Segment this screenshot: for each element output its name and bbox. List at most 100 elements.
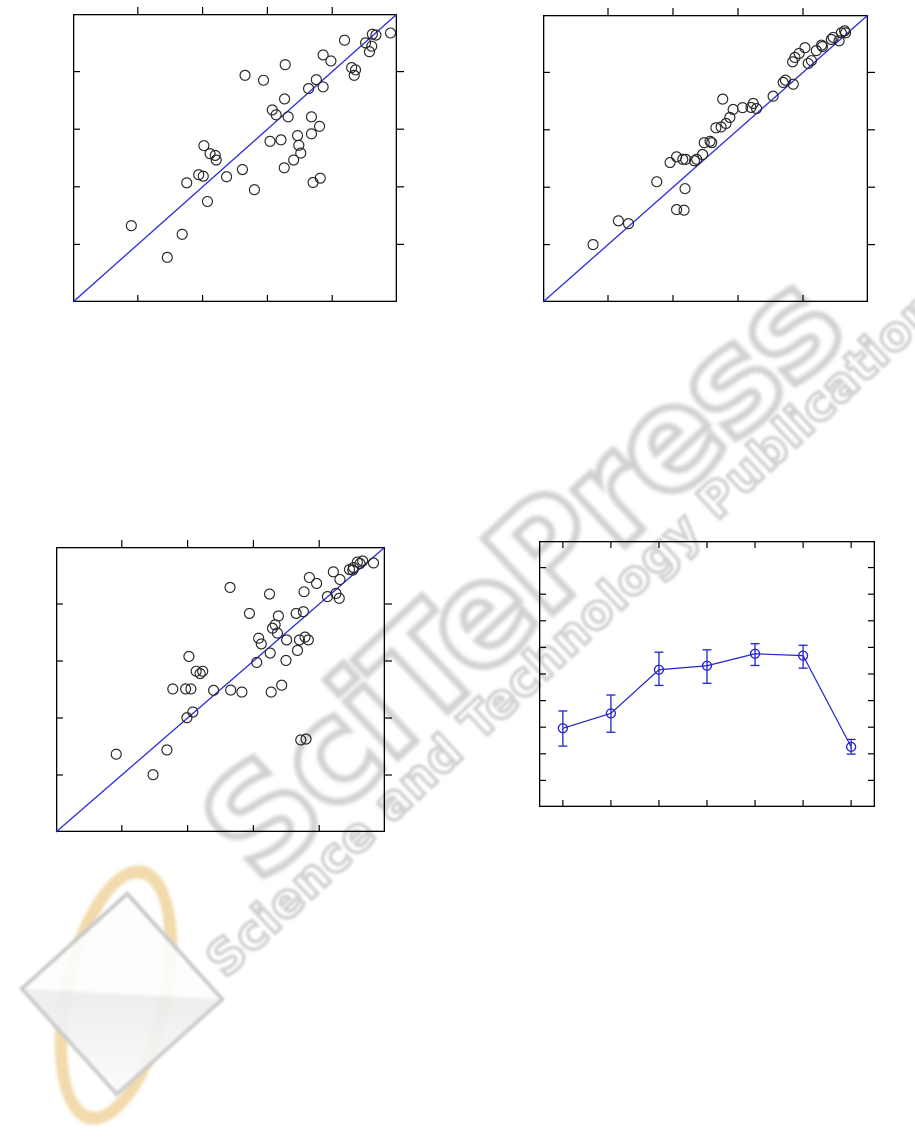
scatter-point <box>314 120 326 132</box>
scatter-point <box>201 195 214 208</box>
scatter-point <box>779 74 791 86</box>
scatter-point <box>717 93 729 105</box>
scatter-point <box>248 184 260 196</box>
scatter-point <box>183 650 195 662</box>
scatter-point <box>297 606 309 618</box>
scatter-point <box>305 111 318 123</box>
scatter-point <box>264 135 276 147</box>
scatter-point <box>789 51 801 64</box>
scatter-point <box>384 27 397 39</box>
scatter-point <box>293 139 305 151</box>
scatter-point <box>688 155 700 167</box>
series-point <box>797 650 809 661</box>
scatter-point <box>185 683 197 695</box>
plot-frame <box>542 14 869 303</box>
scatter-point <box>370 29 382 41</box>
identity-line <box>72 13 398 303</box>
scatter-point <box>279 59 291 71</box>
scatter-point <box>291 644 304 657</box>
scatter-point <box>224 581 236 594</box>
scatter-point <box>299 631 311 643</box>
scatter-point <box>167 683 179 695</box>
scatter-point <box>187 706 199 718</box>
scatter-point <box>125 220 137 232</box>
scatter-point <box>278 162 290 174</box>
scatter-point <box>198 140 210 152</box>
scatter-point <box>311 577 323 590</box>
scatter-point <box>243 607 256 619</box>
scatter-point <box>193 169 205 181</box>
scatter-point <box>671 204 683 216</box>
plot-frame <box>55 546 386 833</box>
scatter-point <box>290 607 302 619</box>
scatter-point <box>671 151 683 163</box>
series-point <box>845 741 857 753</box>
scitepress-logo-diamond-icon <box>18 890 226 1098</box>
scatter-point <box>833 35 845 47</box>
scatter-point <box>305 128 318 140</box>
scatter-point <box>366 28 378 40</box>
identity-line <box>55 546 386 833</box>
scatter-point <box>825 33 837 45</box>
scatter-plot-top-left <box>72 7 404 303</box>
scatter-point <box>727 103 739 115</box>
scatter-point <box>706 137 718 149</box>
scatter-point <box>251 656 263 668</box>
scatter-point <box>209 149 221 161</box>
scatter-point <box>253 632 265 644</box>
scatter-point <box>678 204 690 216</box>
scatter-point <box>363 46 376 58</box>
scatter-point <box>194 667 206 680</box>
scatter-point <box>204 148 216 160</box>
scatter-point <box>181 177 193 189</box>
scatter-point <box>354 557 366 570</box>
scatter-point <box>349 64 362 76</box>
scatter-point <box>293 634 306 646</box>
scatter-point <box>793 47 805 60</box>
scatter-point <box>300 733 312 745</box>
scatter-point <box>180 683 192 695</box>
scatter-point <box>282 111 294 123</box>
scatter-point <box>317 49 329 61</box>
scatter-point <box>276 679 288 691</box>
scatter-point <box>802 57 814 70</box>
scatter-point <box>367 557 380 569</box>
scatter-point <box>288 154 300 166</box>
scatter-point <box>840 27 852 39</box>
series-point <box>701 660 713 671</box>
scatter-point <box>197 170 209 182</box>
scatter-point <box>351 556 363 568</box>
scatter-point <box>161 251 173 263</box>
scatter-point <box>314 172 326 184</box>
scatter-point <box>799 42 811 54</box>
br-chart-canvas <box>538 540 876 808</box>
scatter-point <box>279 93 291 105</box>
scatter-plot-bottom-left <box>55 540 392 833</box>
scatter-point <box>827 31 839 43</box>
scatter-point <box>263 588 276 600</box>
scatter-point <box>710 122 722 134</box>
scatter-point <box>348 69 360 81</box>
series-point <box>653 664 665 675</box>
scatter-point <box>307 176 319 189</box>
scatter-point <box>664 156 676 169</box>
scatter-point <box>265 686 277 698</box>
scatter-point <box>720 117 732 130</box>
series-point <box>749 648 761 659</box>
scatter-point <box>317 81 329 93</box>
scatter-point <box>147 769 159 781</box>
scatter-point <box>275 134 287 146</box>
scatter-point <box>295 734 307 746</box>
scatter-point <box>704 135 716 147</box>
scatter-point <box>181 712 193 724</box>
scatter-point <box>697 148 709 161</box>
scatter-point <box>257 74 270 86</box>
scatter-point <box>302 83 315 95</box>
scatter-point <box>334 573 346 586</box>
scatter-point <box>327 566 339 578</box>
scatter-point <box>677 153 689 165</box>
scatter-point <box>208 684 220 696</box>
scatter-point <box>303 571 315 584</box>
scatter-point <box>651 176 663 188</box>
scatter-point <box>236 163 249 176</box>
